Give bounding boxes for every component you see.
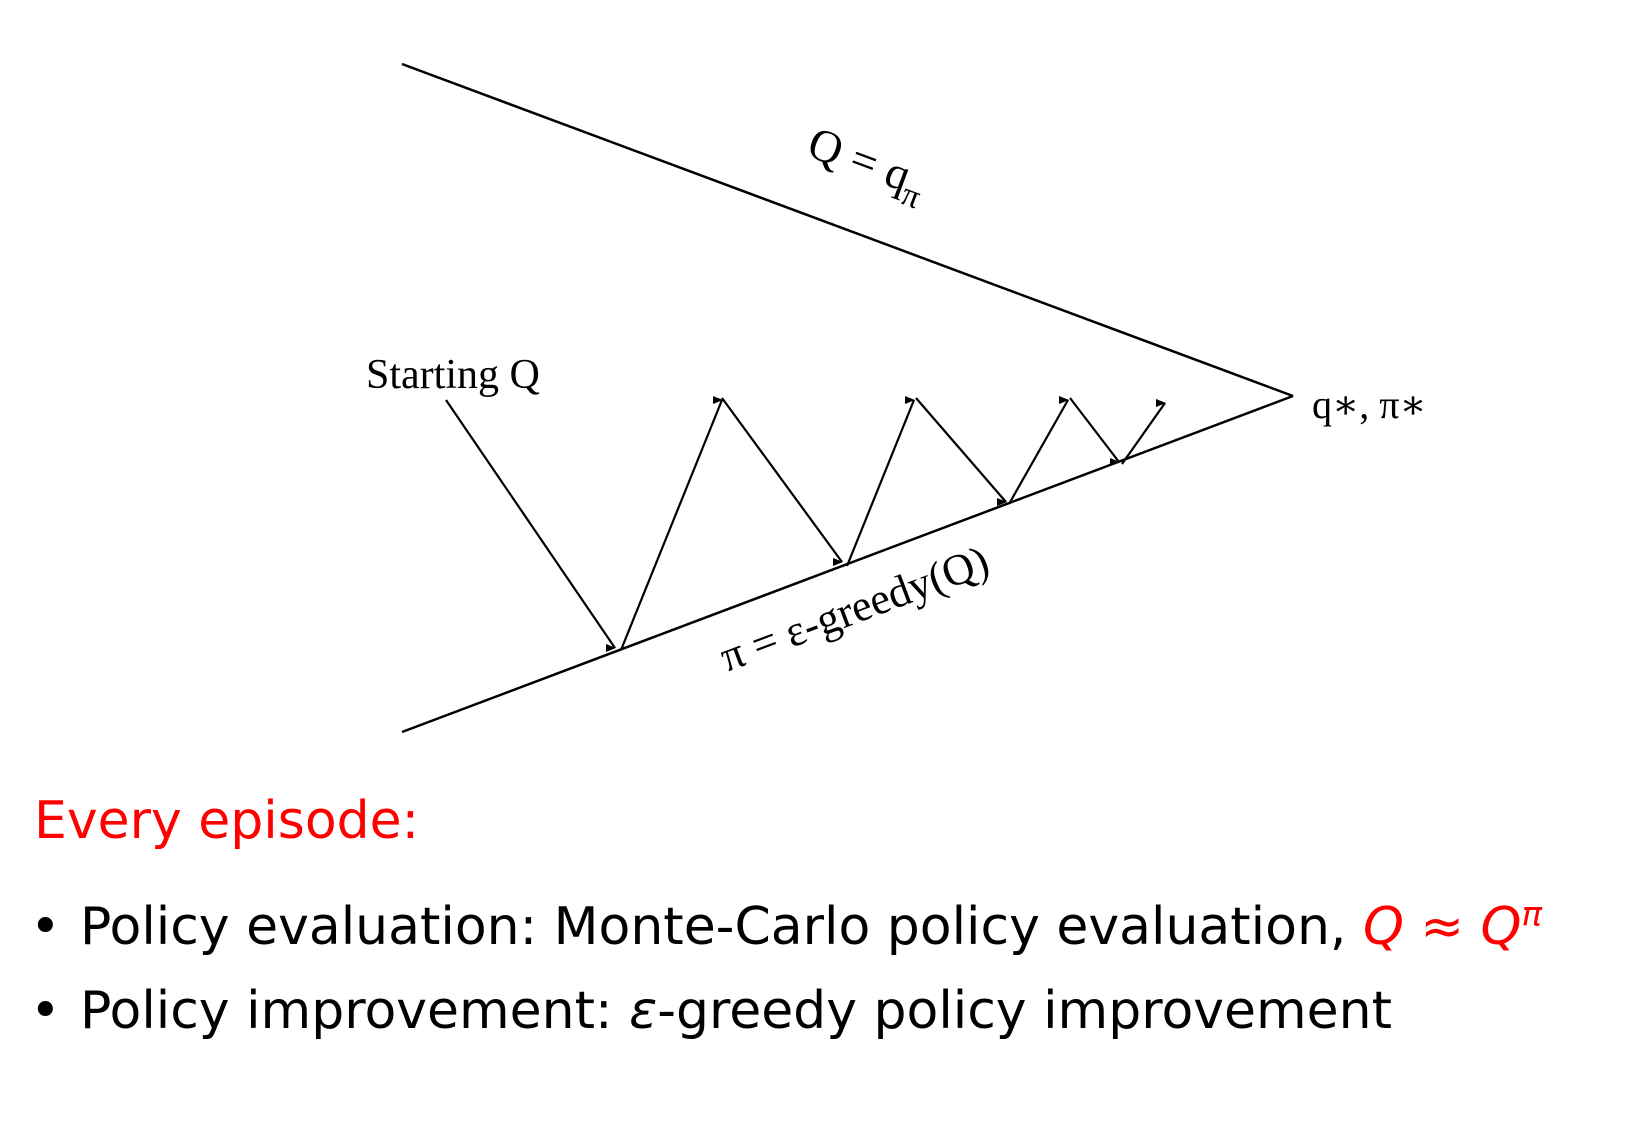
bullet-evaluation-text: Policy evaluation: Monte-Carlo policy ev… (80, 897, 1363, 957)
arrow-down-1 (721, 397, 843, 566)
top-line-label: Q = qπ (798, 117, 934, 217)
bullet-evaluation-math-main: Q ≈ Q (1362, 897, 1522, 957)
svg-text:Q = qπ: Q = qπ (798, 117, 934, 217)
starting-q-label: Starting Q (366, 352, 540, 398)
top-line-label-main: Q = q (802, 117, 918, 201)
arrow-down-2 (915, 397, 1007, 506)
evaluation-line (401, 62, 1294, 398)
bullet-list: • Policy evaluation: Monte-Carlo policy e… (30, 885, 1542, 1053)
bullet-glyph: • (30, 897, 61, 957)
bullet-policy-evaluation: • Policy evaluation: Monte-Carlo policy e… (30, 885, 1542, 969)
gpi-diagram: Q = qπ Starting Q q∗, π∗ π = ε-greedy(Q) (366, 62, 1427, 734)
bullet-improvement-suffix: -greedy policy improvement (657, 981, 1393, 1041)
bullet-improvement-math: ε (629, 981, 658, 1041)
zigzag-arrows (445, 396, 1166, 652)
bullet-policy-improvement: • Policy improvement: ε-greedy policy imp… (30, 969, 1542, 1053)
arrow-up-3 (1008, 396, 1069, 505)
bullet-evaluation-math: Q ≈ Qπ (1363, 897, 1542, 957)
arrow-start (445, 399, 616, 652)
bullet-evaluation-math-sup: π (1521, 894, 1542, 935)
bullet-improvement-text: Policy improvement: (80, 981, 630, 1041)
bottom-line-label-text: π = ε-greedy(Q) (713, 536, 995, 681)
arrow-up-4 (1121, 399, 1166, 465)
bullet-glyph: • (30, 981, 61, 1041)
apex-label: q∗, π∗ (1312, 382, 1427, 427)
arrow-down-3 (1069, 397, 1120, 466)
every-episode-heading: Every episode: (34, 791, 420, 851)
bottom-line-label: π = ε-greedy(Q) (713, 536, 995, 681)
arrow-up-2 (845, 396, 916, 567)
arrow-up-1 (619, 396, 724, 651)
